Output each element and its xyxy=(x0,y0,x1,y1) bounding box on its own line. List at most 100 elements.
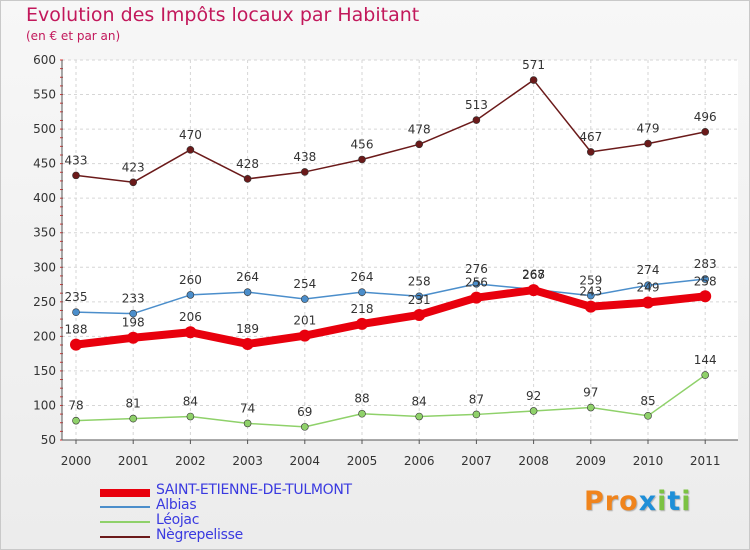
data-point xyxy=(472,116,481,124)
data-label: 438 xyxy=(293,150,316,164)
data-label: 88 xyxy=(354,392,369,406)
data-point xyxy=(127,331,140,344)
data-label: 87 xyxy=(469,392,484,406)
data-label: 283 xyxy=(694,257,717,271)
data-label: 84 xyxy=(412,395,427,409)
data-label: 201 xyxy=(293,314,316,328)
data-label: 198 xyxy=(122,316,145,330)
data-label: 478 xyxy=(408,122,431,136)
data-point xyxy=(472,410,481,419)
y-tick-label: 550 xyxy=(33,88,56,102)
series-line xyxy=(75,278,706,315)
data-point xyxy=(241,337,254,350)
series-line xyxy=(72,286,710,349)
data-label: 206 xyxy=(179,310,202,324)
data-label: 97 xyxy=(583,386,598,400)
legend-swatch xyxy=(100,536,150,538)
y-tick-label: 200 xyxy=(33,329,56,343)
legend-swatch xyxy=(100,506,150,508)
logo-letter: P xyxy=(584,486,605,517)
data-label: 85 xyxy=(640,394,655,408)
data-label: 84 xyxy=(183,395,198,409)
data-label: 254 xyxy=(293,277,316,291)
data-label: 259 xyxy=(579,274,602,288)
y-tick-label: 150 xyxy=(33,364,56,378)
x-tick-label: 2006 xyxy=(404,454,435,468)
data-label: 144 xyxy=(694,353,717,367)
data-point xyxy=(70,338,82,351)
data-point xyxy=(529,76,538,84)
y-tick-label: 50 xyxy=(41,433,56,447)
y-tick-label: 600 xyxy=(33,53,56,67)
x-tick-label: 2008 xyxy=(518,454,549,468)
data-label: 267 xyxy=(522,268,545,282)
data-point xyxy=(472,280,481,288)
data-label: 249 xyxy=(637,281,660,295)
data-point xyxy=(586,148,595,156)
data-point xyxy=(186,291,195,299)
data-point xyxy=(243,419,252,428)
data-label: 260 xyxy=(179,273,202,287)
data-point xyxy=(72,171,80,180)
data-label: 235 xyxy=(65,290,88,304)
data-point xyxy=(701,371,710,379)
x-tick-label: 2003 xyxy=(232,454,263,468)
data-point xyxy=(129,309,137,318)
data-point xyxy=(184,326,197,339)
data-point xyxy=(186,412,195,421)
logo-letter: o xyxy=(619,486,639,517)
data-point xyxy=(129,178,137,187)
legend-label: Nègrepelisse xyxy=(156,527,243,543)
data-label: 470 xyxy=(179,128,202,142)
y-tick-label: 100 xyxy=(33,398,56,412)
data-point xyxy=(527,284,540,297)
data-point xyxy=(298,329,311,342)
legend-swatch xyxy=(100,489,150,497)
y-tick-label: 500 xyxy=(33,122,56,136)
data-point xyxy=(243,175,252,183)
data-label: 74 xyxy=(240,401,255,415)
data-label: 188 xyxy=(65,323,88,337)
data-point xyxy=(642,296,654,309)
chart-title: Evolution des Impôts locaux par Habitant xyxy=(26,4,420,26)
y-tick-label: 300 xyxy=(33,260,56,274)
data-point xyxy=(584,300,597,313)
proxiti-logo: Proxiti xyxy=(584,486,692,517)
data-point xyxy=(358,288,366,296)
data-point xyxy=(72,416,80,425)
data-point xyxy=(470,291,483,304)
data-label: 256 xyxy=(465,276,488,290)
data-point xyxy=(701,275,710,283)
y-tick-label: 400 xyxy=(33,191,56,205)
data-point xyxy=(529,407,538,415)
data-point xyxy=(358,409,366,418)
x-tick-label: 2000 xyxy=(61,454,92,468)
data-point xyxy=(243,288,252,296)
plot-area xyxy=(62,60,738,440)
x-tick-label: 2001 xyxy=(118,454,149,468)
logo-letter: t xyxy=(667,486,682,517)
legend-swatch xyxy=(100,521,150,523)
y-tick-label: 250 xyxy=(33,295,56,309)
data-point xyxy=(300,168,309,176)
data-label: 428 xyxy=(236,157,259,171)
data-label: 456 xyxy=(351,137,374,151)
series-line xyxy=(75,374,706,428)
data-point xyxy=(358,155,366,164)
data-label: 423 xyxy=(122,160,145,174)
legend-label: SAINT-ETIENNE-DE-TULMONT xyxy=(156,482,352,498)
x-tick-label: 2011 xyxy=(690,454,721,468)
data-point xyxy=(644,412,652,420)
data-label: 268 xyxy=(522,267,545,281)
data-point xyxy=(415,292,424,301)
x-tick-label: 2004 xyxy=(290,454,321,468)
data-label: 243 xyxy=(579,285,602,299)
x-tick-label: 2005 xyxy=(347,454,378,468)
data-label: 233 xyxy=(122,292,145,306)
x-tick-label: 2002 xyxy=(175,454,206,468)
data-label: 78 xyxy=(68,399,83,413)
data-label: 496 xyxy=(694,110,717,124)
data-label: 258 xyxy=(408,274,431,288)
logo-letter: r xyxy=(604,486,620,517)
